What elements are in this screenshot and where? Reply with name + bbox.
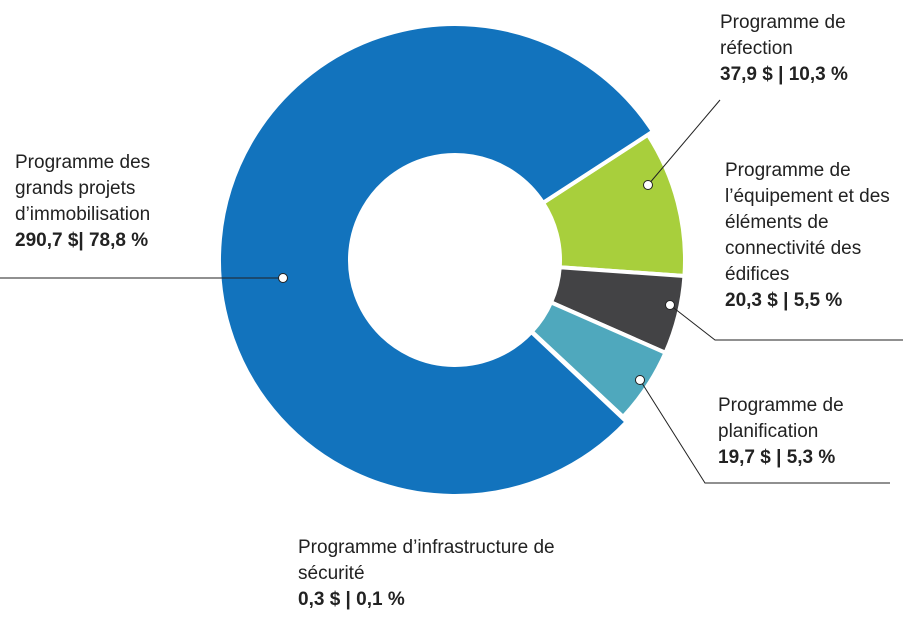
value-label: 19,7 $ | 5,3 % (718, 447, 836, 468)
category-label: Programme de l’équipement et des élément… (725, 160, 890, 285)
leader-line (639, 379, 890, 484)
value-label: 20,3 $ | 5,5 % (725, 290, 843, 311)
slice-label: Programme de réfection 37,9 $ | 10,3 % (720, 10, 880, 88)
leader-line (647, 99, 721, 186)
value-label: 0,3 $ | 0,1 % (298, 589, 405, 610)
value-label: 37,9 $ | 10,3 % (720, 64, 848, 85)
leader-dot (643, 180, 653, 190)
donut-slice (217, 22, 656, 498)
leader-line (669, 304, 903, 341)
slice-label: Programme de l’équipement et des élément… (725, 158, 903, 314)
category-label: Programme des grands projets d’immobilis… (15, 152, 151, 225)
slice-label: Programme des grands projets d’immobilis… (15, 150, 190, 254)
category-label: Programme d’infrastructure de sécurité (298, 537, 555, 584)
leader-dot (665, 300, 675, 310)
slice-label: Programme d’infrastructure de sécurité 0,… (298, 535, 608, 613)
value-label: 290,7 $| 78,8 % (15, 230, 149, 251)
slice-label: Programme de planification 19,7 $ | 5,3 % (718, 393, 878, 471)
leader-dot (635, 375, 645, 385)
category-label: Programme de planification (718, 395, 844, 442)
leader-dot (278, 273, 288, 283)
category-label: Programme de réfection (720, 12, 846, 59)
